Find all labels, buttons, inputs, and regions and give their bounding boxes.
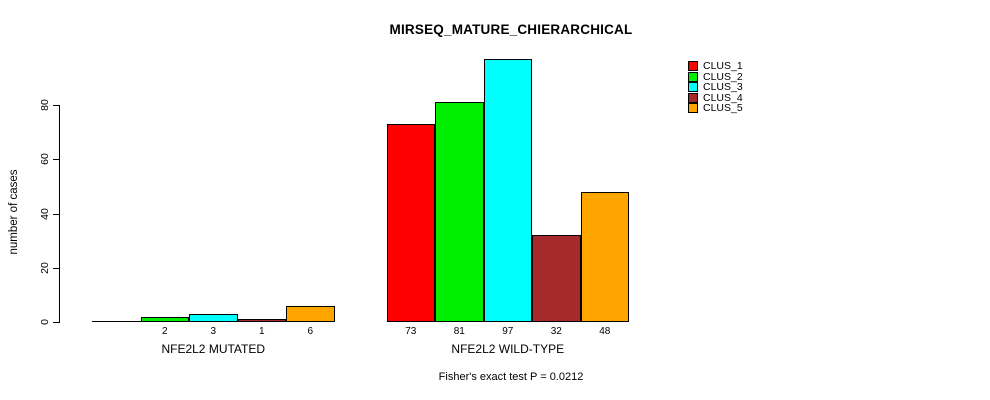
bar-value-label: 48: [599, 326, 611, 337]
legend-swatch-clus_1: [688, 61, 698, 71]
y-tick-label: 0: [39, 319, 51, 325]
bar-nfe2l2-wild-type-clus_2: [435, 102, 484, 322]
chart-title: MIRSEQ_MATURE_CHIERARCHICAL: [389, 22, 633, 37]
y-tick: [53, 159, 59, 161]
bar-nfe2l2-mutated-clus_4: [237, 319, 286, 322]
bar-value-label: 1: [258, 326, 265, 337]
bar-nfe2l2-wild-type-clus_5: [580, 192, 629, 322]
bar-nfe2l2-mutated-clus_2: [140, 317, 189, 322]
bar-nfe2l2-mutated-clus_3: [189, 314, 238, 322]
fisher-test-annotation: Fisher's exact test P = 0.0212: [438, 371, 584, 383]
legend-label-clus_3: CLUS_3: [703, 81, 743, 94]
legend-label-clus_4: CLUS_4: [703, 91, 743, 104]
y-tick: [53, 213, 59, 215]
y-axis-line: [59, 105, 60, 323]
bar-nfe2l2-wild-type-clus_1: [386, 124, 435, 322]
bar-value-label: 32: [550, 326, 562, 337]
legend-label-clus_1: CLUS_1: [703, 60, 743, 72]
y-tick-label: 40: [39, 207, 51, 220]
x-group-label: NFE2L2 MUTATED: [161, 342, 266, 356]
y-tick: [53, 322, 59, 323]
bar-nfe2l2-mutated-clus_5: [286, 306, 335, 322]
bar-nfe2l2-mutated-clus_1: [92, 321, 142, 322]
x-group-label: NFE2L2 WILD-TYPE: [451, 342, 565, 356]
legend-label-clus_5: CLUS_5: [703, 102, 743, 115]
bar-nfe2l2-wild-type-clus_4: [532, 235, 581, 322]
legend-swatch-clus_2: [688, 71, 698, 82]
bar-value-label: 97: [502, 326, 514, 337]
legend-swatch-clus_4: [688, 92, 698, 103]
bar-value-label: 3: [210, 326, 217, 337]
legend-swatch-clus_3: [688, 82, 698, 93]
bar-value-label: 6: [307, 326, 314, 337]
y-tick-label: 60: [39, 153, 51, 166]
y-tick-label: 80: [39, 99, 51, 111]
y-tick: [53, 267, 59, 269]
bar-value-label: 2: [161, 326, 168, 337]
legend-swatch-clus_5: [688, 103, 698, 114]
bar-nfe2l2-wild-type-clus_3: [483, 59, 532, 322]
bar-value-label: 81: [453, 326, 465, 337]
y-tick: [53, 105, 59, 106]
bar-value-label: 73: [405, 326, 417, 337]
y-tick-label: 20: [39, 261, 51, 274]
legend-label-clus_2: CLUS_2: [703, 70, 743, 83]
